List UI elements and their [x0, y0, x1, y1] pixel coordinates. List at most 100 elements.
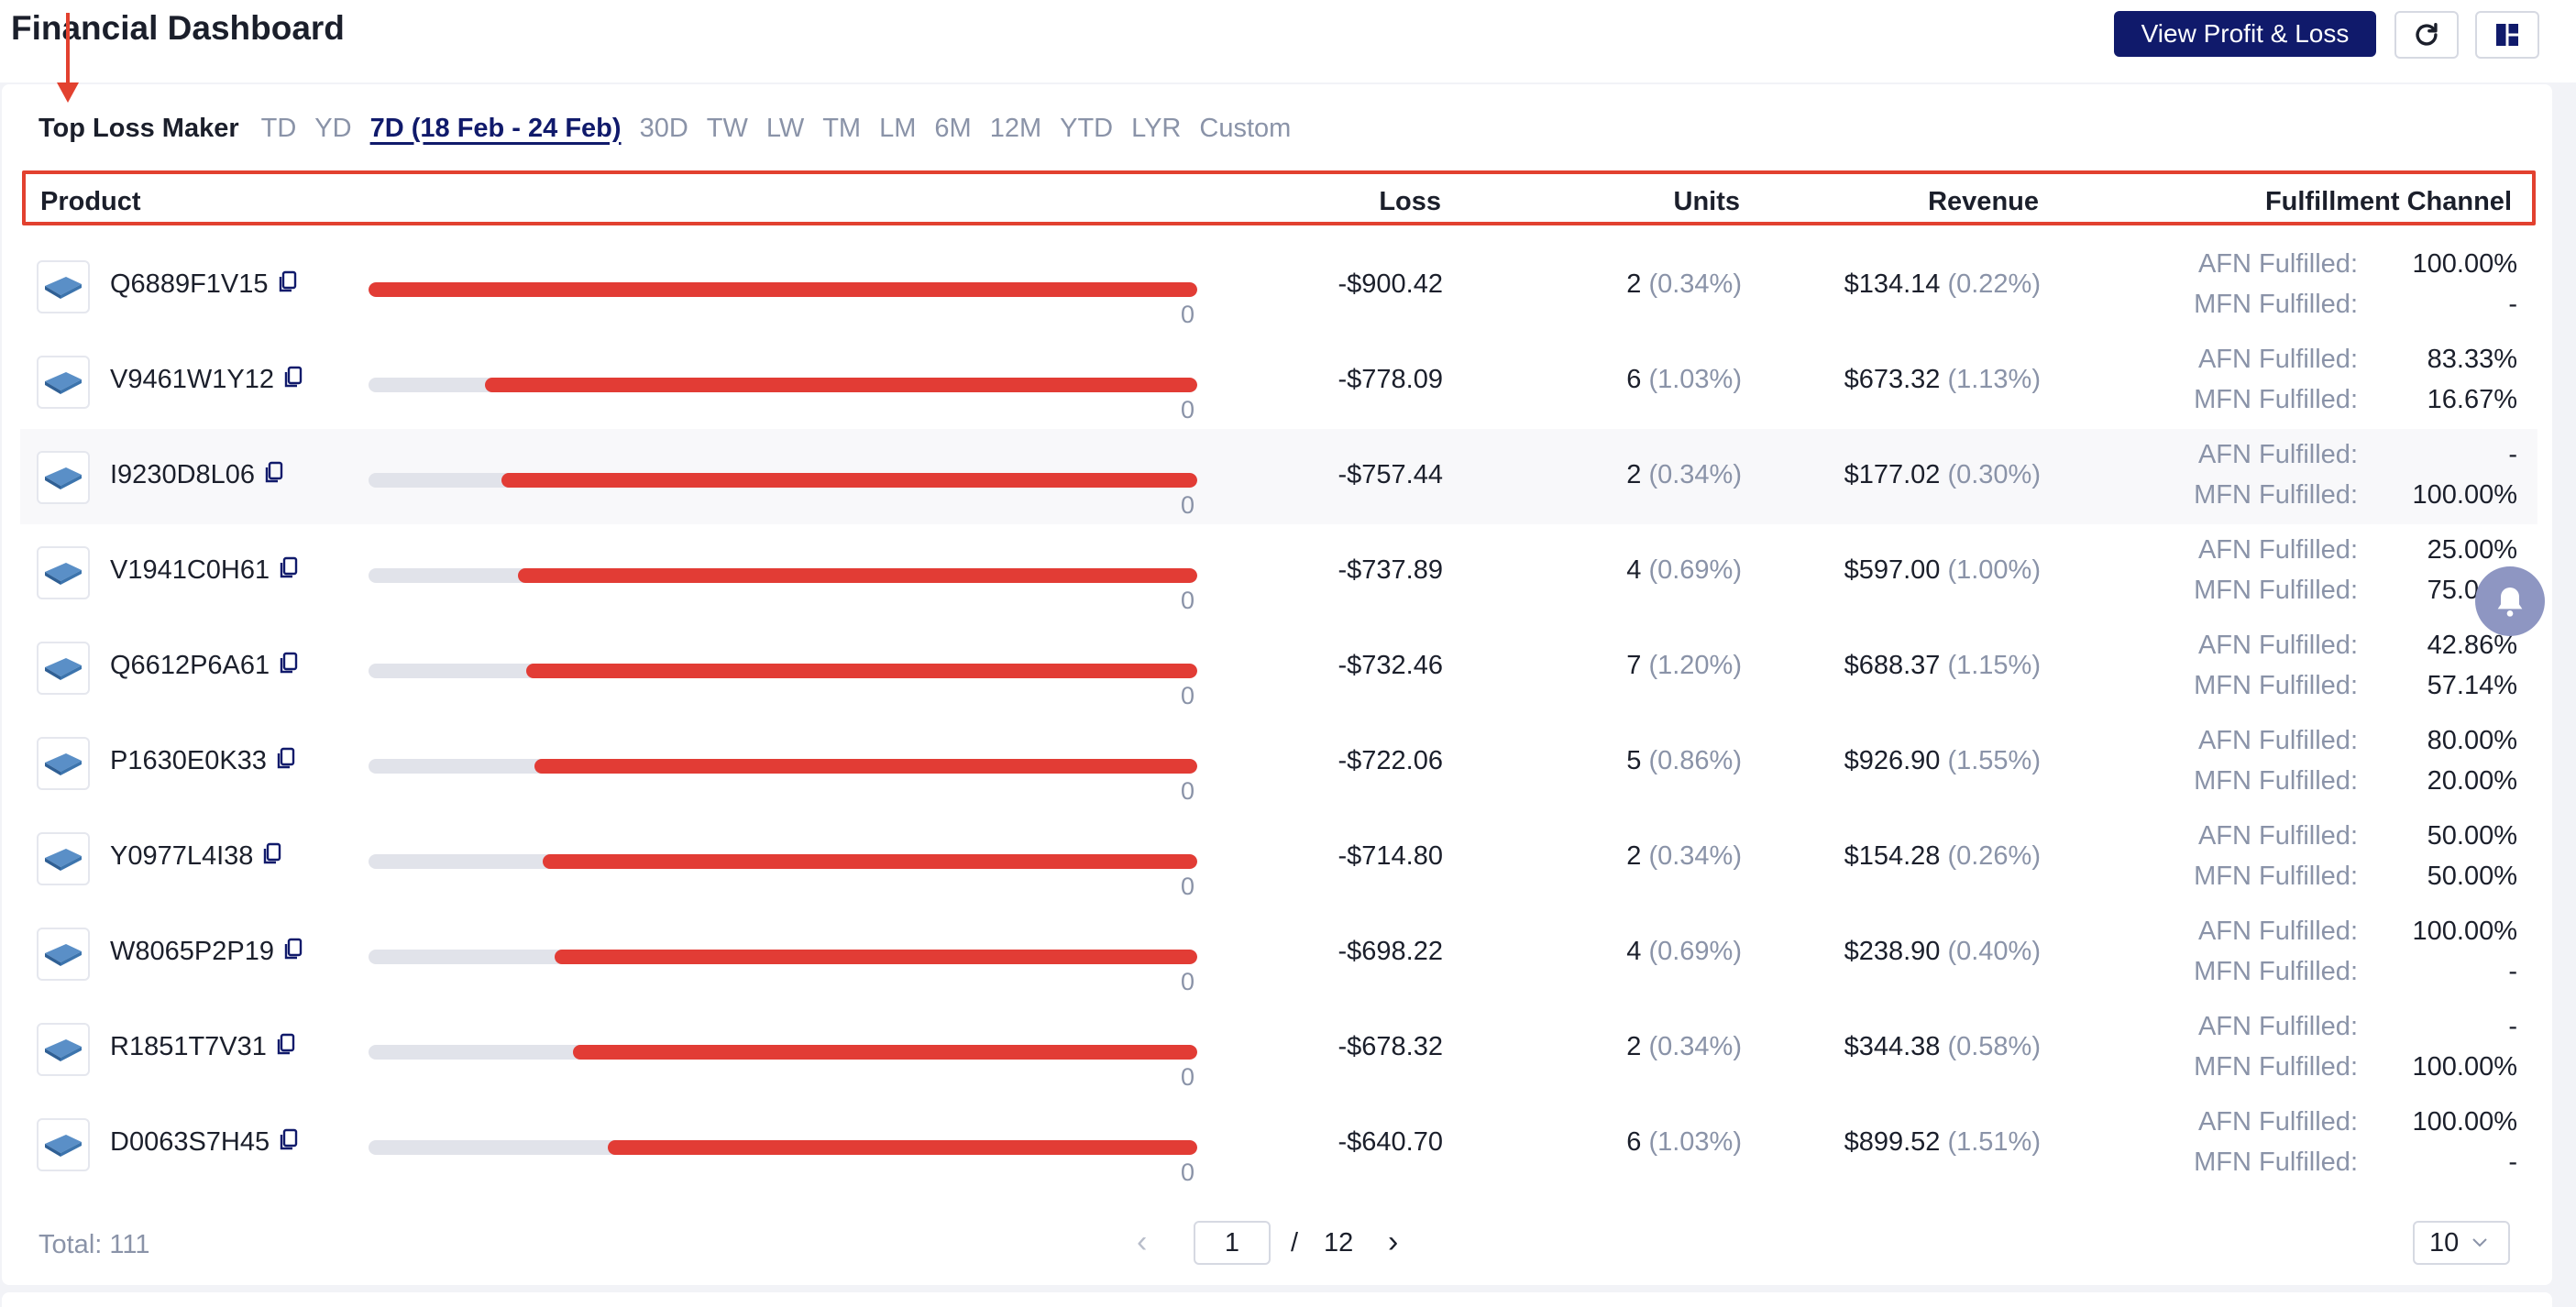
loss-bar-track [369, 473, 1197, 488]
product-sku: Y0977L4I38 [110, 841, 282, 873]
top-bar: Financial Dashboard View Profit & Loss [0, 0, 2576, 82]
revenue-cell: $926.90 (1.55%) [1844, 746, 2041, 776]
filter-30d[interactable]: 30D [639, 113, 688, 143]
afn-value: 100.00% [2412, 1107, 2518, 1137]
afn-label: AFN Fulfilled: [2197, 249, 2358, 279]
column-header-units[interactable]: Units [1673, 187, 1741, 216]
filter-td[interactable]: TD [260, 113, 297, 143]
table-row[interactable]: P1630E0K33 0 -$722.06 5 (0.86%) $926.90 (1.5… [20, 715, 2537, 810]
copy-icon [284, 938, 303, 960]
product-thumbnail[interactable] [37, 451, 90, 504]
revenue-cell: $899.52 (1.51%) [1844, 1127, 2041, 1158]
sku-text: V9461W1Y12 [110, 365, 274, 394]
table-header: Product Loss Units Revenue Fulfillment C… [22, 170, 2536, 225]
product-thumbnail[interactable] [37, 832, 90, 885]
filter-lw[interactable]: LW [765, 113, 805, 143]
product-thumbnail[interactable] [37, 1023, 90, 1076]
copy-sku-button[interactable] [279, 1128, 299, 1159]
notification-button[interactable] [2475, 566, 2545, 636]
table-row[interactable]: Q6612P6A61 0 -$732.46 7 (1.20%) $688.37 (1.1… [20, 620, 2537, 715]
filter-tm[interactable]: TM [822, 113, 862, 143]
page-title: Financial Dashboard [11, 9, 345, 47]
filter-tw[interactable]: TW [706, 113, 748, 143]
filter-lyr[interactable]: LYR [1131, 113, 1182, 143]
units-cell: 7 (1.20%) [1626, 651, 1742, 681]
refresh-button[interactable] [2394, 11, 2459, 59]
product-thumbnail[interactable] [37, 642, 90, 695]
layout-button[interactable] [2475, 11, 2539, 59]
table-row[interactable]: Y0977L4I38 0 -$714.80 2 (0.34%) $154.28 (0.2… [20, 810, 2537, 906]
product-thumbnail[interactable] [37, 928, 90, 981]
copy-sku-button[interactable] [279, 556, 299, 588]
revenue-value: $597.00 [1844, 555, 1941, 585]
table-row[interactable]: V1941C0H61 0 -$737.89 4 (0.69%) $597.00 (1.0… [20, 524, 2537, 620]
afn-label: AFN Fulfilled: [2197, 440, 2358, 469]
table-row[interactable]: Q6889F1V15 0 -$900.42 2 (0.34%) $134.14 (0.2… [20, 238, 2537, 334]
total-pages: 12 [1324, 1228, 1354, 1258]
copy-sku-button[interactable] [279, 652, 299, 683]
product-thumbnail[interactable] [37, 260, 90, 313]
filter-12m[interactable]: 12M [989, 113, 1042, 143]
units-percent: (0.34%) [1648, 841, 1742, 871]
view-profit-loss-button[interactable]: View Profit & Loss [2114, 11, 2376, 57]
mfn-label: MFN Fulfilled: [2194, 671, 2358, 700]
next-page-button[interactable]: › [1388, 1225, 1399, 1259]
copy-sku-button[interactable] [264, 461, 284, 492]
table-row[interactable]: V9461W1Y12 0 -$778.09 6 (1.03%) $673.32 (1.1… [20, 334, 2537, 429]
filter-6m[interactable]: 6M [934, 113, 972, 143]
copy-icon [280, 1128, 298, 1150]
mfn-value: 50.00% [2427, 862, 2517, 891]
product-thumbnail[interactable] [37, 1118, 90, 1171]
page-size-select[interactable]: 10 [2413, 1221, 2510, 1265]
refresh-icon [2416, 22, 2438, 46]
copy-sku-button[interactable] [262, 842, 282, 873]
revenue-percent: (0.40%) [1947, 937, 2041, 966]
loss-value: -$714.80 [1338, 841, 1444, 871]
column-header-fulfillment-channel[interactable]: Fulfillment Channel [2264, 187, 2512, 216]
column-header-loss[interactable]: Loss [1379, 187, 1441, 216]
annotation-arrow-head [57, 82, 79, 103]
afn-value: 80.00% [2427, 726, 2517, 755]
product-sku: V9461W1Y12 [110, 365, 303, 397]
copy-sku-button[interactable] [276, 747, 296, 778]
table-row[interactable]: R1851T7V31 0 -$678.32 2 (0.34%) $344.38 (0.5… [20, 1001, 2537, 1096]
mfn-value: 20.00% [2427, 766, 2517, 796]
product-thumbnail-icon [45, 658, 82, 680]
table-row[interactable]: I9230D8L06 0 -$757.44 2 (0.34%) $177.02 (0.3… [20, 429, 2537, 524]
mfn-label: MFN Fulfilled: [2194, 480, 2358, 510]
product-sku: V1941C0H61 [110, 555, 299, 588]
loss-bar-fill [573, 1045, 1197, 1060]
filter-ytd[interactable]: YTD [1060, 113, 1114, 143]
page-number-input[interactable] [1194, 1221, 1271, 1265]
copy-icon [280, 556, 298, 578]
table-row[interactable]: D0063S7H45 0 -$640.70 6 (1.03%) $899.52 (1.5… [20, 1096, 2537, 1192]
prev-page-button[interactable]: ‹ [1137, 1225, 1148, 1259]
product-thumbnail[interactable] [37, 546, 90, 599]
product-thumbnail[interactable] [37, 356, 90, 409]
product-thumbnail[interactable] [37, 737, 90, 790]
mfn-value: 57.14% [2427, 671, 2517, 700]
copy-sku-button[interactable] [283, 366, 303, 397]
units-value: 2 [1626, 269, 1642, 299]
sku-text: P1630E0K33 [110, 746, 267, 775]
units-value: 5 [1626, 746, 1642, 775]
table-row[interactable]: W8065P2P19 0 -$698.22 4 (0.69%) $238.90 (0.4… [20, 906, 2537, 1001]
product-thumbnail-icon [45, 563, 82, 585]
afn-label: AFN Fulfilled: [2197, 535, 2358, 565]
column-header-revenue[interactable]: Revenue [1928, 187, 2039, 216]
filter-lm[interactable]: LM [879, 113, 917, 143]
loss-bar-zero-label: 0 [1181, 873, 1195, 900]
loss-bar-zero-label: 0 [1181, 396, 1195, 423]
copy-sku-button[interactable] [278, 270, 298, 302]
column-header-product[interactable]: Product [40, 187, 141, 216]
product-thumbnail-icon [45, 277, 82, 299]
filter-custom[interactable]: Custom [1199, 113, 1292, 143]
copy-sku-button[interactable] [276, 1033, 296, 1064]
filter-yd[interactable]: YD [314, 113, 352, 143]
copy-sku-button[interactable] [283, 938, 303, 969]
units-value: 4 [1626, 937, 1642, 966]
loss-bar-track [369, 378, 1197, 392]
loss-bar-fill [525, 664, 1197, 678]
loss-value: -$757.44 [1338, 460, 1444, 489]
filter-7d[interactable]: 7D (18 Feb - 24 Feb) [369, 113, 622, 143]
